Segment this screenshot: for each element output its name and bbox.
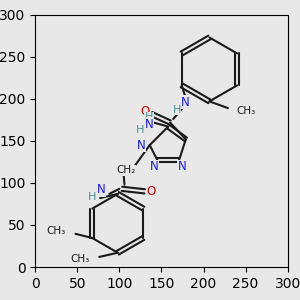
Text: H: H — [88, 192, 97, 202]
Text: CH₂: CH₂ — [116, 165, 136, 175]
Text: H: H — [136, 125, 145, 135]
Text: N: N — [137, 139, 146, 152]
Text: H: H — [172, 105, 181, 115]
Text: H: H — [145, 112, 153, 122]
Text: CH₃: CH₃ — [46, 226, 65, 236]
Text: N: N — [97, 183, 105, 196]
Text: O: O — [147, 185, 156, 198]
Text: CH₃: CH₃ — [70, 254, 89, 265]
Text: N: N — [145, 118, 153, 130]
Text: N: N — [181, 96, 189, 109]
Text: CH₃: CH₃ — [236, 106, 256, 116]
Text: N: N — [150, 160, 158, 173]
Text: O: O — [140, 105, 149, 118]
Text: N: N — [178, 160, 187, 173]
